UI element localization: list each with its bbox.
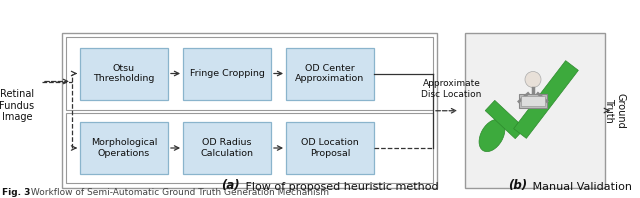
Text: Ground
Truth: Ground Truth	[604, 93, 626, 128]
Text: OD Location
Proposal: OD Location Proposal	[301, 138, 359, 158]
Text: OD Radius
Calculation: OD Radius Calculation	[200, 138, 253, 158]
FancyBboxPatch shape	[66, 113, 433, 183]
Text: Retinal
Fundus
Image: Retinal Fundus Image	[0, 89, 35, 122]
FancyBboxPatch shape	[62, 33, 437, 188]
Text: Flow of proposed heuristic method: Flow of proposed heuristic method	[241, 182, 438, 192]
FancyBboxPatch shape	[465, 33, 605, 188]
Text: Fig. 3: Fig. 3	[2, 188, 30, 197]
Text: Approximate
Disc Location: Approximate Disc Location	[421, 79, 482, 99]
Text: Manual Validation: Manual Validation	[529, 182, 632, 192]
Text: (b): (b)	[508, 179, 527, 192]
Text: OD Center
Approximation: OD Center Approximation	[296, 64, 365, 83]
Text: Fringe Cropping: Fringe Cropping	[189, 69, 264, 78]
Text: Morphological
Operations: Morphological Operations	[91, 138, 157, 158]
Polygon shape	[485, 100, 525, 139]
Text: Workflow of Semi-Automatic Ground Truth Generation Mechanism: Workflow of Semi-Automatic Ground Truth …	[28, 188, 329, 197]
FancyBboxPatch shape	[80, 122, 168, 174]
FancyBboxPatch shape	[521, 95, 545, 106]
FancyBboxPatch shape	[66, 37, 433, 110]
FancyBboxPatch shape	[80, 48, 168, 100]
FancyBboxPatch shape	[286, 48, 374, 100]
Text: Otsu
Thresholding: Otsu Thresholding	[93, 64, 155, 83]
Text: (a): (a)	[221, 179, 239, 192]
FancyBboxPatch shape	[183, 48, 271, 100]
FancyBboxPatch shape	[286, 122, 374, 174]
Ellipse shape	[479, 119, 505, 152]
Polygon shape	[514, 61, 579, 138]
Circle shape	[525, 71, 541, 88]
FancyBboxPatch shape	[183, 122, 271, 174]
FancyBboxPatch shape	[519, 93, 547, 108]
